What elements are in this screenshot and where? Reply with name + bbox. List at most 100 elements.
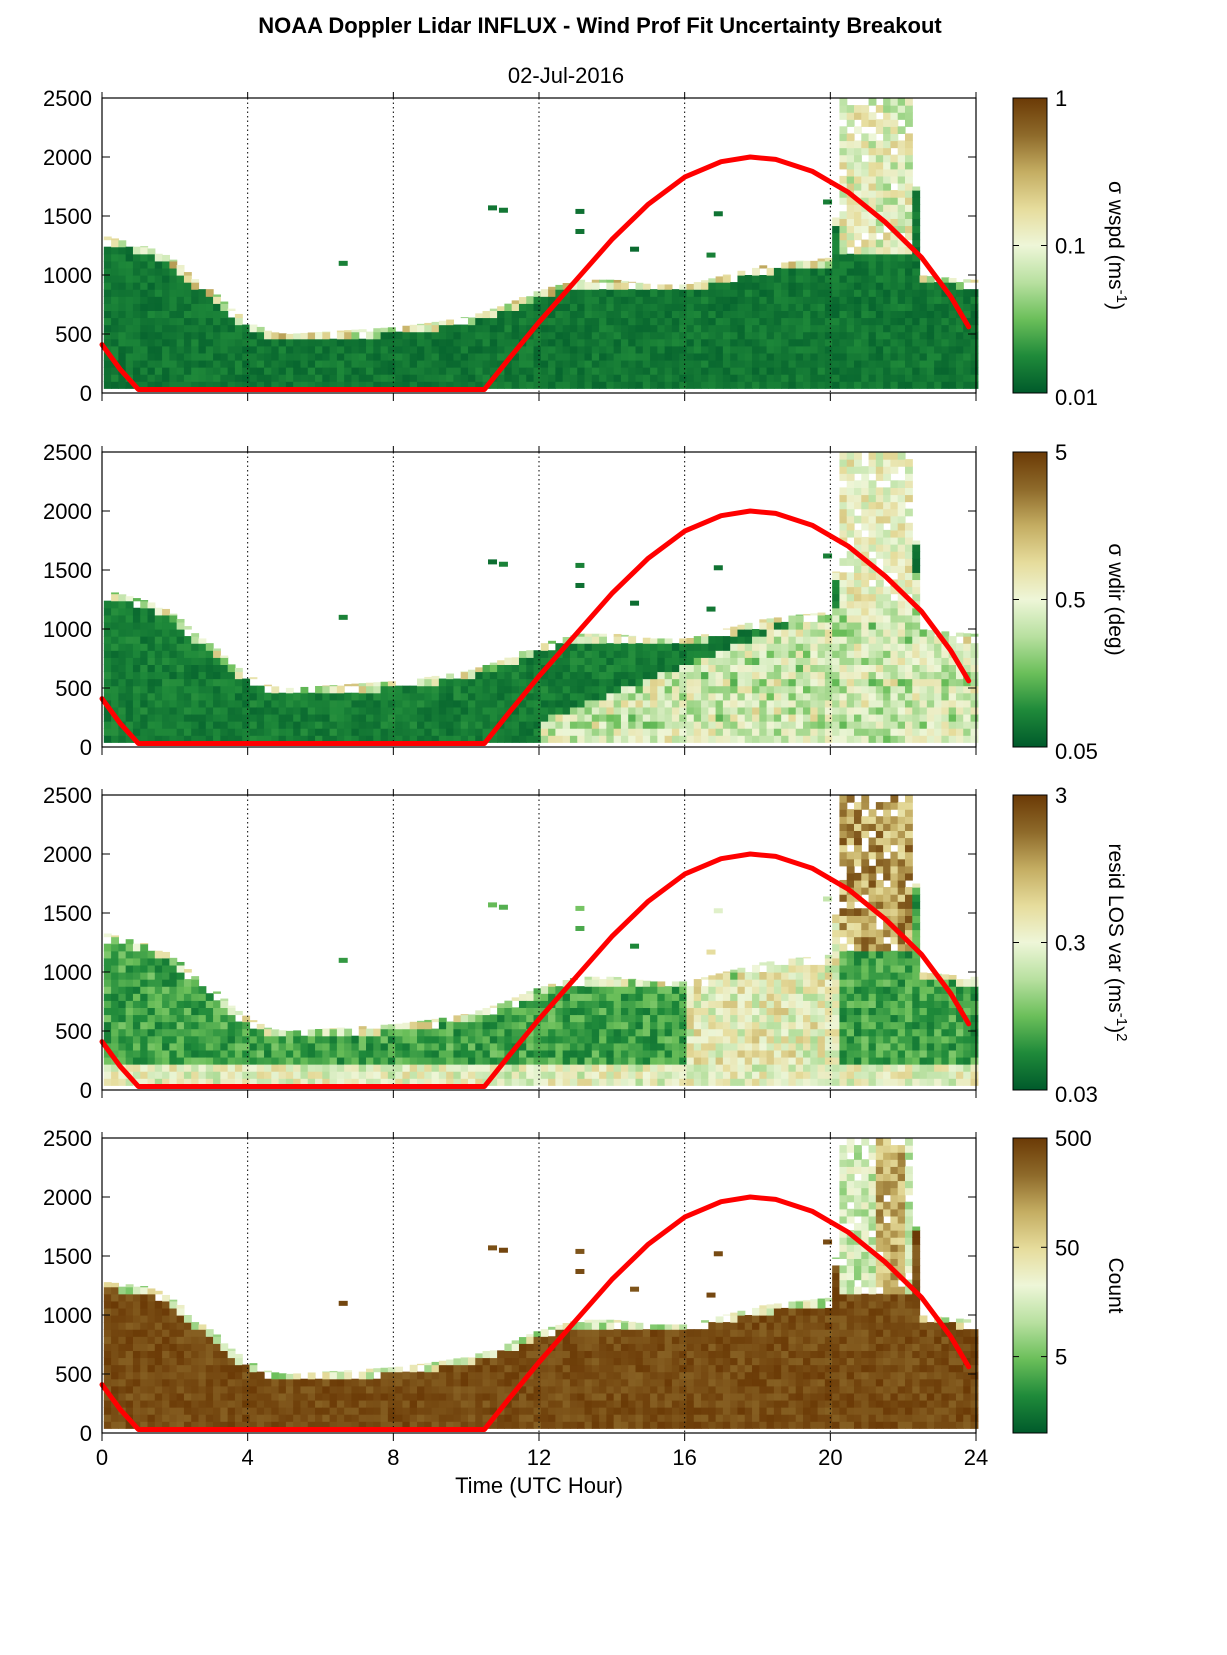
heatmap-cell — [162, 345, 170, 354]
heatmap-cell — [722, 310, 731, 319]
heatmap-cell — [213, 650, 221, 658]
heatmap-cell — [577, 728, 586, 736]
heatmap-cell — [744, 622, 753, 630]
heatmap-cell — [759, 678, 768, 687]
heatmap-cell — [446, 381, 455, 389]
heatmap-cell — [606, 664, 615, 673]
heatmap-cell — [191, 664, 200, 673]
heatmap-cell — [103, 728, 112, 736]
heatmap-cell — [103, 986, 112, 994]
heatmap-cell — [854, 459, 862, 467]
heatmap-cell — [766, 692, 775, 701]
heatmap-cell — [591, 643, 600, 651]
heatmap-cell — [220, 324, 229, 333]
heatmap-cell — [562, 1000, 571, 1008]
heatmap-cell — [584, 976, 593, 980]
heatmap-cell — [424, 735, 433, 743]
heatmap-cell — [817, 699, 826, 708]
heatmap-cell — [329, 685, 338, 694]
heatmap-cell — [351, 699, 360, 708]
heatmap-cell — [781, 621, 790, 630]
heatmap-cell — [759, 721, 768, 729]
heatmap-cell — [176, 678, 185, 687]
heatmap-cell — [125, 713, 134, 722]
heatmap-cell — [650, 685, 658, 694]
heatmap-cell — [715, 331, 724, 340]
heatmap-cell — [650, 1071, 658, 1079]
heatmap-cell — [642, 1071, 651, 1079]
heatmap-cell — [606, 706, 615, 715]
heatmap-cell — [926, 331, 935, 340]
heatmap-cell — [488, 559, 498, 565]
heatmap-cell — [730, 352, 739, 361]
heatmap-cell — [475, 317, 484, 326]
heatmap-cell — [125, 957, 134, 966]
heatmap-cell — [409, 1028, 418, 1037]
heatmap-cell — [118, 699, 127, 708]
heatmap-cell — [897, 487, 906, 496]
heatmap-cell — [395, 713, 404, 722]
heatmap-cell — [140, 943, 149, 945]
heatmap-cell — [256, 728, 265, 736]
heatmap-cell — [817, 728, 826, 736]
heatmap-cell — [125, 1078, 134, 1086]
heatmap-cell — [795, 317, 804, 326]
heatmap-cell — [548, 286, 556, 290]
heatmap-cell — [708, 331, 717, 340]
heatmap-cell — [577, 706, 586, 715]
heatmap-cell — [701, 282, 709, 290]
heatmap-cell — [380, 352, 389, 361]
heatmap-cell — [883, 466, 892, 474]
heatmap-cell — [322, 331, 331, 333]
heatmap-cell — [242, 331, 251, 340]
heatmap-cell — [548, 1071, 556, 1079]
heatmap-cell — [897, 352, 906, 361]
heatmap-cell — [555, 1021, 564, 1030]
heatmap-cell — [671, 981, 680, 987]
heatmap-cell — [883, 154, 892, 163]
heatmap-cell — [584, 657, 593, 665]
heatmap-cell — [883, 98, 892, 106]
heatmap-cell — [140, 260, 149, 269]
heatmap-cell — [344, 331, 353, 340]
heatmap-cell — [147, 728, 156, 736]
heatmap-cell — [132, 972, 141, 980]
heatmap-cell — [737, 657, 746, 665]
heatmap-cell — [169, 728, 178, 736]
heatmap-cell — [832, 571, 841, 573]
heatmap-cell — [868, 515, 877, 524]
heatmap-cell — [518, 381, 527, 389]
heatmap-cell — [883, 359, 892, 368]
heatmap-cells — [103, 98, 979, 389]
heatmap-cell — [154, 289, 163, 297]
heatmap-cell — [730, 692, 739, 701]
heatmap-cell — [657, 728, 666, 736]
heatmap-cell — [883, 296, 892, 304]
heatmap-cell — [599, 713, 607, 722]
heatmap-cell — [351, 1071, 360, 1079]
heatmap-cell — [868, 487, 877, 496]
heatmap-cell — [154, 303, 163, 311]
heatmap-cell — [613, 331, 622, 340]
heatmap-cell — [336, 1042, 345, 1051]
heatmap-cell — [504, 324, 513, 333]
heatmap-cell — [701, 381, 709, 389]
heatmap-cell — [890, 466, 899, 474]
heatmap-cell — [620, 303, 629, 311]
heatmap-cell — [147, 957, 156, 966]
heatmap-cell — [584, 678, 593, 687]
heatmap-cell — [642, 713, 651, 722]
heatmap-cell — [242, 692, 251, 701]
heatmap-cell — [963, 381, 972, 389]
heatmap-cell — [584, 1064, 593, 1072]
heatmap-cell — [664, 324, 673, 333]
heatmap-cell — [737, 296, 746, 304]
heatmap-cell — [256, 1042, 265, 1051]
heatmap-cell — [577, 1071, 586, 1079]
heatmap-cell — [875, 119, 884, 127]
heatmap-cell — [111, 685, 119, 694]
heatmap-cell — [803, 678, 811, 687]
heatmap-cell — [533, 367, 542, 375]
heatmap-cell — [679, 1064, 688, 1072]
heatmap-cell — [679, 657, 688, 665]
